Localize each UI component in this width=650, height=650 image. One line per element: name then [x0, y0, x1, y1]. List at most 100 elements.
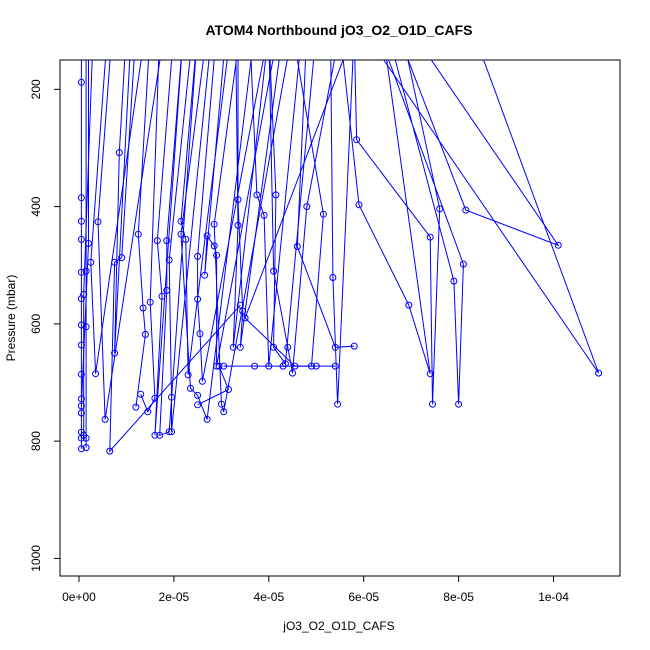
series-line	[237, 60, 280, 348]
data-point	[217, 400, 225, 408]
series-16	[194, 60, 264, 385]
data-point	[426, 233, 434, 241]
data-point	[92, 370, 100, 378]
data-point	[350, 342, 358, 350]
x-tick-label: 6e-05	[348, 590, 379, 604]
series-line	[268, 60, 335, 374]
series-line	[90, 60, 142, 374]
data-point	[289, 369, 296, 377]
data-point	[270, 267, 278, 275]
data-point	[450, 277, 458, 285]
data-point	[82, 267, 90, 275]
data-point	[312, 362, 320, 370]
y-tick-label: 600	[29, 314, 43, 334]
data-point	[77, 409, 85, 417]
series-14	[177, 60, 228, 379]
y-tick-label: 1000	[29, 545, 43, 572]
data-point	[253, 191, 261, 199]
data-point	[355, 201, 363, 209]
series-line	[250, 60, 300, 367]
data-point	[405, 301, 413, 309]
data-point	[106, 447, 114, 455]
data-point	[281, 360, 289, 368]
series-15	[177, 60, 252, 423]
data-point	[137, 390, 145, 398]
data-point	[203, 415, 211, 423]
data-point	[236, 343, 244, 351]
data-point	[94, 218, 102, 226]
series-19	[229, 60, 267, 351]
series-line	[383, 60, 600, 374]
data-point	[165, 256, 173, 264]
data-point	[168, 393, 175, 401]
series-line	[388, 60, 464, 405]
x-tick-label: 0e+00	[62, 590, 96, 604]
series-17	[201, 60, 274, 370]
series-line	[135, 60, 149, 408]
series-line	[159, 60, 197, 437]
series-31	[383, 60, 603, 377]
data-point	[77, 370, 85, 378]
data-point	[118, 254, 126, 262]
data-point	[220, 362, 228, 370]
data-point	[132, 403, 140, 411]
data-point	[111, 349, 119, 357]
x-axis-label: jO3_O2_O1D_CAFS	[282, 619, 394, 633]
series-7	[111, 60, 131, 357]
data-point	[139, 304, 147, 312]
data-point	[177, 230, 185, 238]
series-line	[83, 60, 93, 436]
data-point	[111, 258, 119, 266]
series-20	[234, 60, 280, 351]
series-30	[407, 60, 562, 249]
data-point	[163, 237, 171, 245]
data-point	[87, 258, 95, 266]
series-26	[329, 60, 354, 408]
data-point	[184, 371, 192, 379]
series-line	[114, 60, 131, 354]
data-point	[115, 149, 123, 157]
data-point	[77, 321, 85, 329]
series-22	[269, 60, 315, 368]
data-point	[331, 362, 339, 370]
series-4	[77, 60, 92, 410]
data-point	[213, 251, 221, 259]
series-10	[137, 60, 160, 416]
data-point	[77, 295, 85, 303]
series-6	[94, 60, 161, 423]
data-point	[229, 343, 237, 351]
data-point	[251, 362, 259, 370]
series-line	[154, 60, 182, 436]
data-point	[134, 230, 142, 238]
data-point	[194, 401, 202, 409]
series-29	[388, 60, 467, 408]
series-18	[210, 60, 288, 416]
data-point	[194, 252, 202, 260]
data-point	[165, 428, 173, 436]
series-line	[342, 60, 431, 374]
data-point	[77, 445, 85, 453]
x-tick-label: 1e-04	[538, 590, 569, 604]
data-point	[334, 400, 342, 408]
data-point	[77, 217, 85, 225]
data-point	[234, 221, 242, 229]
data-point	[85, 240, 92, 247]
data-point	[77, 402, 85, 410]
series-line	[407, 60, 560, 247]
data-point	[168, 428, 175, 436]
chart-title: ATOM4 Northbound jO3_O2_O1D_CAFS	[205, 22, 472, 38]
data-point	[158, 292, 166, 300]
series-line	[80, 60, 89, 407]
data-point	[234, 196, 242, 204]
x-axis: 0e+00 2e-05 4e-05 6e-05 8e-05 1e-04	[62, 575, 569, 604]
data-point	[82, 444, 90, 452]
data-point	[554, 241, 562, 249]
series-line	[109, 60, 241, 453]
series-25	[293, 60, 358, 351]
data-point	[80, 431, 88, 439]
data-point	[225, 386, 232, 393]
data-point	[141, 330, 149, 338]
data-point	[201, 271, 209, 279]
series-line	[354, 60, 441, 405]
series-line	[204, 60, 274, 367]
